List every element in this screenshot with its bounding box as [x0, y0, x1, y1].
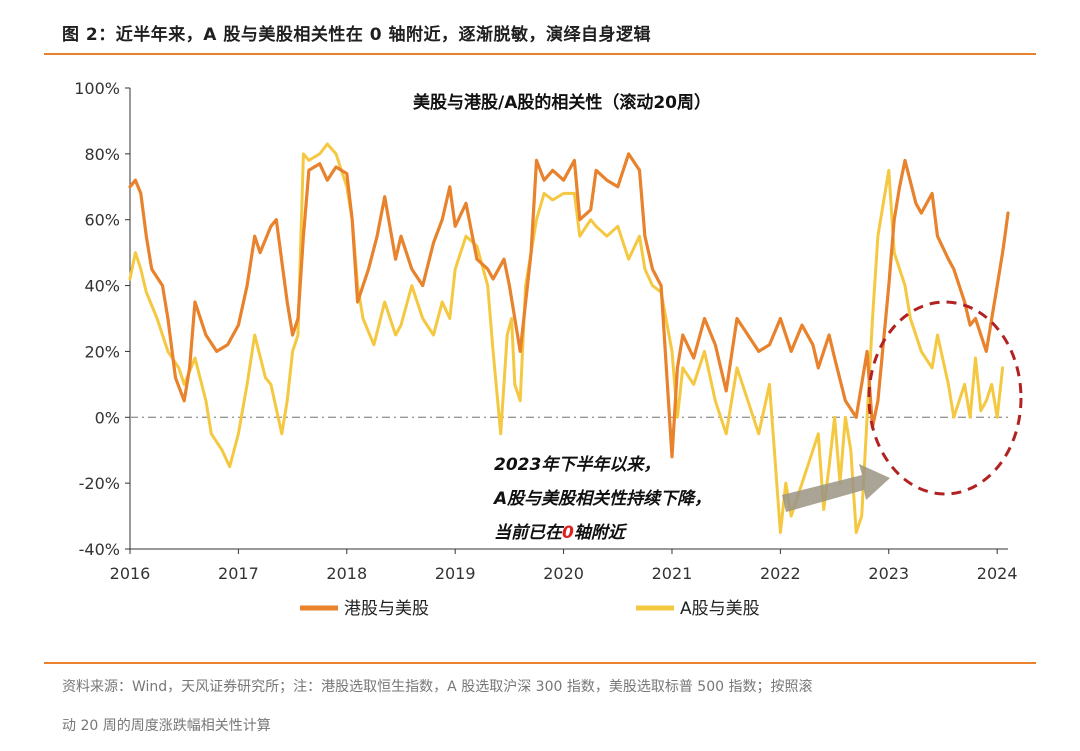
y-tick-label: 60%: [84, 211, 120, 230]
annotation-line-3-pre: 当前已在: [494, 523, 565, 543]
series-line-a-us: [128, 142, 1005, 534]
x-tick-label: 2019: [435, 564, 476, 583]
y-tick-label: -40%: [79, 540, 120, 559]
chart-title: 美股与港股/A股的相关性（滚动20周）: [413, 92, 711, 113]
x-tick-label: 2017: [218, 564, 259, 583]
series-line-hk-us: [128, 152, 1010, 459]
x-tick-label: 2018: [326, 564, 367, 583]
legend-label-hk-us: 港股与美股: [344, 599, 429, 619]
source-note-line-1: 资料来源：Wind，天风证券研究所；注：港股选取恒生指数，A 股选取沪深 300…: [62, 679, 813, 695]
y-tick-label: 40%: [84, 277, 120, 296]
y-tick-label: 20%: [84, 342, 120, 361]
x-tick-label: 2016: [110, 564, 151, 583]
footer-rule: [44, 662, 1036, 664]
correlation-chart: 美股与港股/A股的相关性（滚动20周） 100% 80% 60% 40% 20% 0% -2…: [74, 79, 1023, 619]
annotation-line-1: 2023年下半年以来，: [494, 455, 660, 475]
y-tick-label: 100%: [74, 79, 120, 98]
figure-title: 图 2：近半年来，A 股与美股相关性在 0 轴附近，逐渐脱敏，演绎自身逻辑: [62, 25, 651, 45]
x-tick-label: 2022: [760, 564, 801, 583]
source-note-line-2: 动 20 周的周度涨跌幅相关性计算: [62, 718, 271, 734]
header-rule: [44, 53, 1036, 55]
annotation-zero: 0: [562, 523, 574, 543]
y-tick-label: 80%: [84, 145, 120, 164]
x-tick-label: 2023: [868, 564, 909, 583]
highlight-circle: [867, 300, 1023, 496]
legend-label-a-us: A股与美股: [680, 599, 760, 619]
y-tick-label: -20%: [79, 474, 120, 493]
trend-arrow: [782, 464, 890, 512]
annotation-line-3-post: 轴附近: [574, 523, 628, 543]
annotation-line-3: 当前已在0轴附近: [494, 523, 628, 543]
x-tick-label: 2021: [652, 564, 693, 583]
y-tick-label: 0%: [95, 408, 120, 427]
annotation-line-2: A股与美股相关性持续下降，: [492, 489, 711, 509]
x-tick-label: 2020: [543, 564, 584, 583]
x-tick-label: 2024: [977, 564, 1018, 583]
